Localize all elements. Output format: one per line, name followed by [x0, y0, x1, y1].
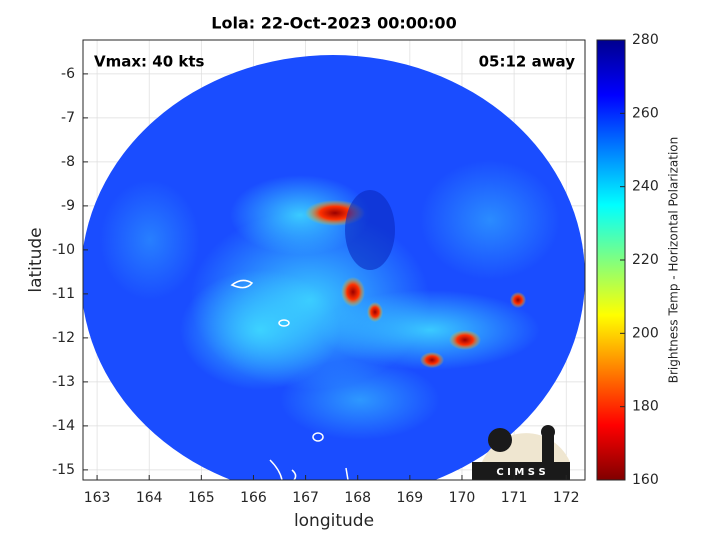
x-axis-label: longitude [294, 511, 374, 531]
x-tick-label: 168 [344, 490, 371, 506]
y-tick-label: -6 [61, 66, 75, 82]
x-tick-label: 171 [501, 490, 528, 506]
x-tick-label: 166 [240, 490, 267, 506]
colorbar-tick-label: 180 [632, 399, 659, 415]
y-tick-label: -12 [52, 330, 75, 346]
annotation: Vmax: 40 kts [94, 53, 204, 71]
colorbar-tick-label: 260 [632, 105, 659, 121]
x-tick-label: 163 [84, 490, 111, 506]
y-tick-label: -15 [52, 462, 75, 478]
y-tick-label: -9 [61, 198, 75, 214]
y-tick-label: -13 [52, 374, 75, 390]
logo-text: C I M S S [496, 467, 545, 478]
x-tick-label: 169 [396, 490, 423, 506]
x-tick-label: 170 [449, 490, 476, 506]
colorbar-tick-label: 160 [632, 472, 659, 488]
colorbar-tick-label: 220 [632, 252, 659, 268]
colorbar-tick-label: 200 [632, 325, 659, 341]
colorbar-label: Brightness Temp - Horizontal Polarizatio… [667, 137, 681, 384]
y-tick-label: -11 [52, 286, 75, 302]
colorbar-tick-label: 280 [632, 32, 659, 48]
x-tick-label: 167 [292, 490, 319, 506]
y-axis-label: latitude [26, 227, 46, 292]
y-tick-label: -8 [61, 154, 75, 170]
x-tick-label: 164 [136, 490, 163, 506]
x-tick-label: 165 [188, 490, 215, 506]
plot-frame [82, 39, 586, 481]
y-tick-label: -14 [52, 418, 75, 434]
y-tick-label: -10 [52, 242, 75, 258]
x-tick-label: 172 [553, 490, 580, 506]
logo: C I M S S [472, 425, 570, 480]
annotation: 05:12 away [479, 53, 576, 71]
brightness-image [83, 55, 585, 480]
chart-title: Lola: 22-Oct-2023 00:00:00 [211, 14, 456, 33]
colorbar-tick-label: 240 [632, 179, 659, 195]
y-tick-label: -7 [61, 110, 75, 126]
